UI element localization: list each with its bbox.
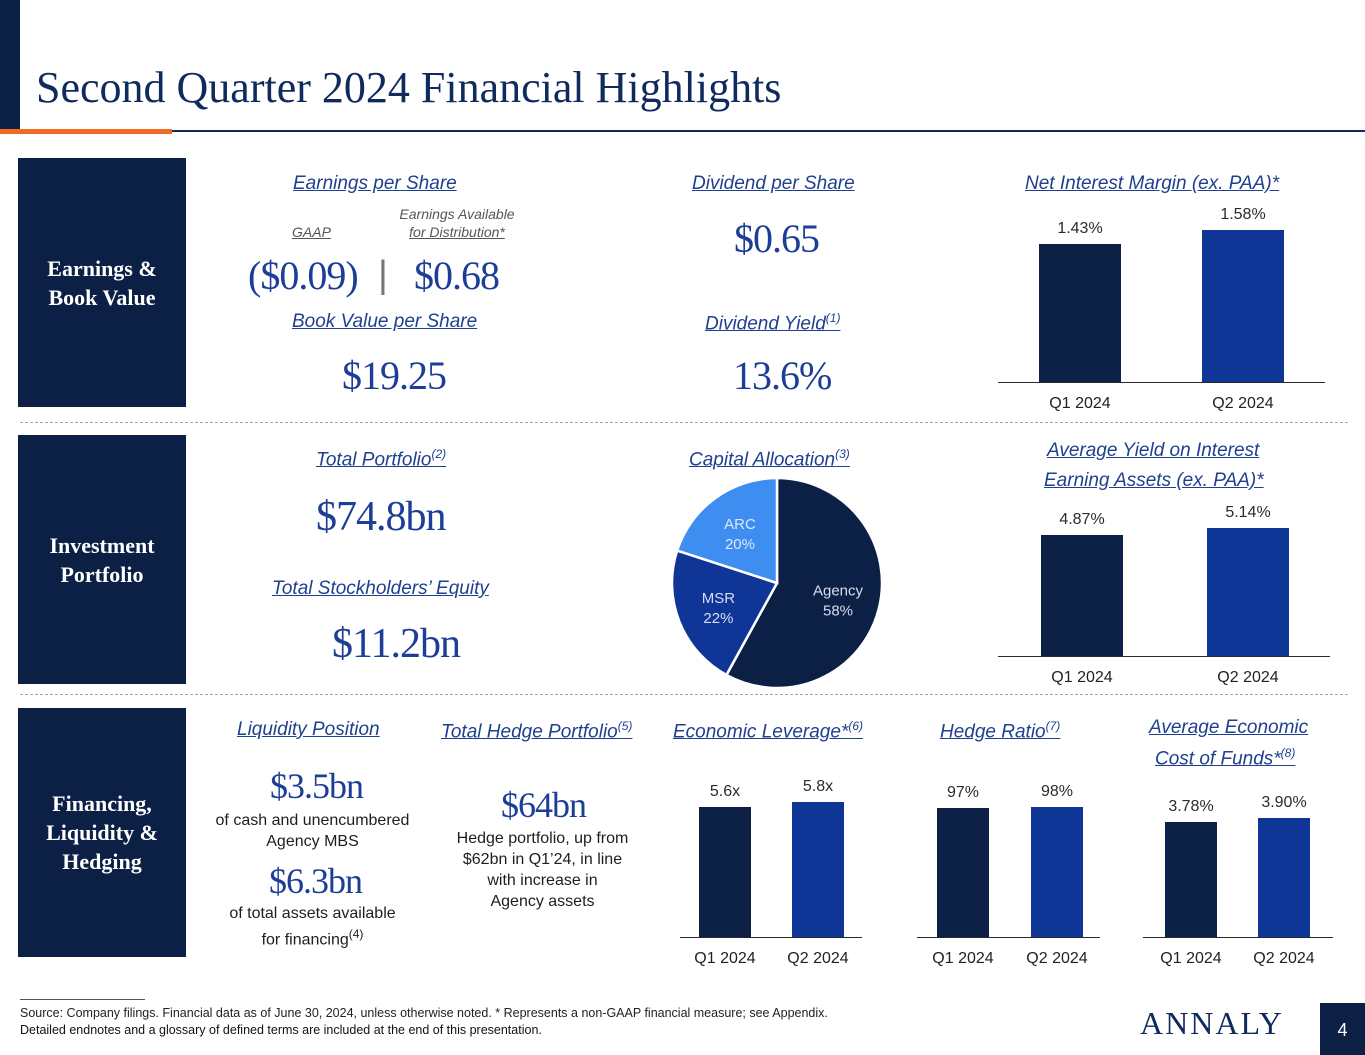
hedge-ratio-title: Hedge Ratio(7) <box>940 719 1061 743</box>
data-label: 97% <box>946 784 980 801</box>
ead-eps-value: $0.68 <box>414 253 500 298</box>
data-label: 4.87% <box>1059 511 1105 528</box>
pie-slice-agency <box>724 476 884 690</box>
chart-axis <box>998 656 1330 657</box>
liquidity-title: Liquidity Position <box>237 719 380 740</box>
hedge-portfolio-title: Total Hedge Portfolio(5) <box>441 719 633 743</box>
data-label: 5.8x <box>802 778 834 795</box>
bar-leverage-0 <box>699 807 751 937</box>
gaap-label: GAAP <box>292 224 331 240</box>
page-number: 4 <box>1337 1020 1348 1040</box>
tick-label: Q1 2024 <box>1049 395 1111 412</box>
hedge-text-4: Agency assets <box>490 893 595 910</box>
annaly-logo: ANNALY <box>1140 1005 1284 1041</box>
liquidity-text-2a: of total assets available <box>229 905 396 922</box>
data-label: 5.6x <box>709 783 741 800</box>
tick-label: Q1 2024 <box>694 950 756 967</box>
avg-yield-title-1: Average Yield on Interest <box>1047 440 1260 461</box>
bar-cof-0 <box>1165 822 1217 937</box>
chart-axis <box>917 937 1100 938</box>
portfolio-value: $74.8bn <box>316 494 446 540</box>
dps-value: $0.65 <box>734 216 820 261</box>
data-label: 1.58% <box>1220 206 1266 223</box>
nim-title: Net Interest Margin (ex. PAA)* <box>1025 173 1280 194</box>
cof-title-2: Cost of Funds*(8) <box>1155 746 1296 770</box>
title-rule <box>20 130 1365 132</box>
data-label: 98% <box>1040 783 1074 800</box>
footer-endnotes: Detailed endnotes and a glossary of defi… <box>20 1023 542 1037</box>
pie-category-label: ARC <box>724 516 756 533</box>
tick-label: Q2 2024 <box>1212 395 1274 412</box>
ead-label-1: Earnings Available <box>399 206 515 222</box>
footer-rule <box>20 999 145 1000</box>
pie-value-label: 58% <box>823 603 853 620</box>
chart-axis <box>1143 937 1333 938</box>
equity-value: $11.2bn <box>332 621 461 667</box>
bvps-value: $19.25 <box>342 353 447 398</box>
chart-axis <box>998 382 1325 383</box>
tick-label: Q2 2024 <box>787 950 849 967</box>
dividend-yield-value: 13.6% <box>733 353 832 398</box>
hedge-text-1: Hedge portfolio, up from <box>456 830 629 847</box>
pie-category-label: MSR <box>702 590 736 607</box>
hedge-text-3: with increase in <box>487 872 598 889</box>
pie-slice-msr <box>670 548 779 677</box>
ead-label-2: for Distribution* <box>409 224 505 240</box>
liquidity-value-2: $6.3bn <box>269 861 363 901</box>
portfolio-title: Total Portfolio(2) <box>316 447 447 471</box>
page-title: Second Quarter 2024 Financial Highlights <box>36 63 782 112</box>
bar-hedge_ratio-0 <box>937 808 989 937</box>
eps-separator: | <box>378 254 388 296</box>
bar-nim-0 <box>1039 244 1121 382</box>
bar-avg_yield-0 <box>1041 535 1123 656</box>
bar-leverage-1 <box>792 802 844 937</box>
bar-nim-1 <box>1202 230 1284 382</box>
pie-value-label: 20% <box>725 536 755 553</box>
bar-cof-1 <box>1258 818 1310 937</box>
hedge-portfolio-value: $64bn <box>501 785 587 825</box>
bvps-title: Book Value per Share <box>292 311 478 332</box>
section-investment: Investment Portfolio <box>18 435 186 684</box>
tick-label: Q1 2024 <box>1051 669 1113 686</box>
tick-label: Q2 2024 <box>1253 950 1315 967</box>
bar-avg_yield-1 <box>1207 528 1289 656</box>
data-label: 3.78% <box>1168 798 1214 815</box>
bar-hedge_ratio-1 <box>1031 807 1083 937</box>
capital-allocation-pie: Agency 58% MSR 22% ARC 20% <box>670 476 884 690</box>
hedge-text-2: $62bn in Q1’24, in line <box>462 851 623 868</box>
divider-1 <box>20 422 1348 423</box>
liquidity-value-1: $3.5bn <box>270 766 364 806</box>
leverage-title: Economic Leverage*(6) <box>673 719 863 743</box>
section-financing: Financing, Liquidity & Hedging <box>18 708 186 957</box>
liquidity-text-2b: for financing(4) <box>261 927 364 949</box>
data-label: 5.14% <box>1225 504 1271 521</box>
pie-category-label: Agency <box>813 583 864 600</box>
header-accent-bar <box>0 0 20 130</box>
equity-title: Total Stockholders’ Equity <box>272 578 489 599</box>
dividend-yield-title: Dividend Yield(1) <box>705 311 841 335</box>
data-label: 1.43% <box>1057 220 1103 237</box>
divider-2 <box>20 694 1348 695</box>
gaap-eps-value: ($0.09) <box>248 253 359 298</box>
dps-title: Dividend per Share <box>692 173 855 194</box>
eps-title: Earnings per Share <box>293 173 457 194</box>
tick-label: Q1 2024 <box>1160 950 1222 967</box>
tick-label: Q2 2024 <box>1217 669 1279 686</box>
page-number-box <box>1320 1003 1365 1055</box>
tick-label: Q2 2024 <box>1026 950 1088 967</box>
tick-label: Q1 2024 <box>932 950 994 967</box>
title-rule-accent <box>0 129 172 134</box>
avg-yield-title-2: Earning Assets (ex. PAA)* <box>1044 470 1264 491</box>
data-label: 3.90% <box>1261 794 1307 811</box>
liquidity-text-1a: of cash and unencumbered <box>215 812 410 829</box>
section-earnings: Earnings & Book Value <box>18 158 186 407</box>
pie-slice-arc <box>675 476 779 585</box>
chart-axis <box>680 937 862 938</box>
footer-source: Source: Company filings. Financial data … <box>20 1006 828 1020</box>
pie-value-label: 22% <box>703 610 733 627</box>
liquidity-text-1b: Agency MBS <box>266 833 359 850</box>
capital-allocation-title: Capital Allocation(3) <box>689 447 850 471</box>
cof-title-1: Average Economic <box>1149 717 1309 738</box>
